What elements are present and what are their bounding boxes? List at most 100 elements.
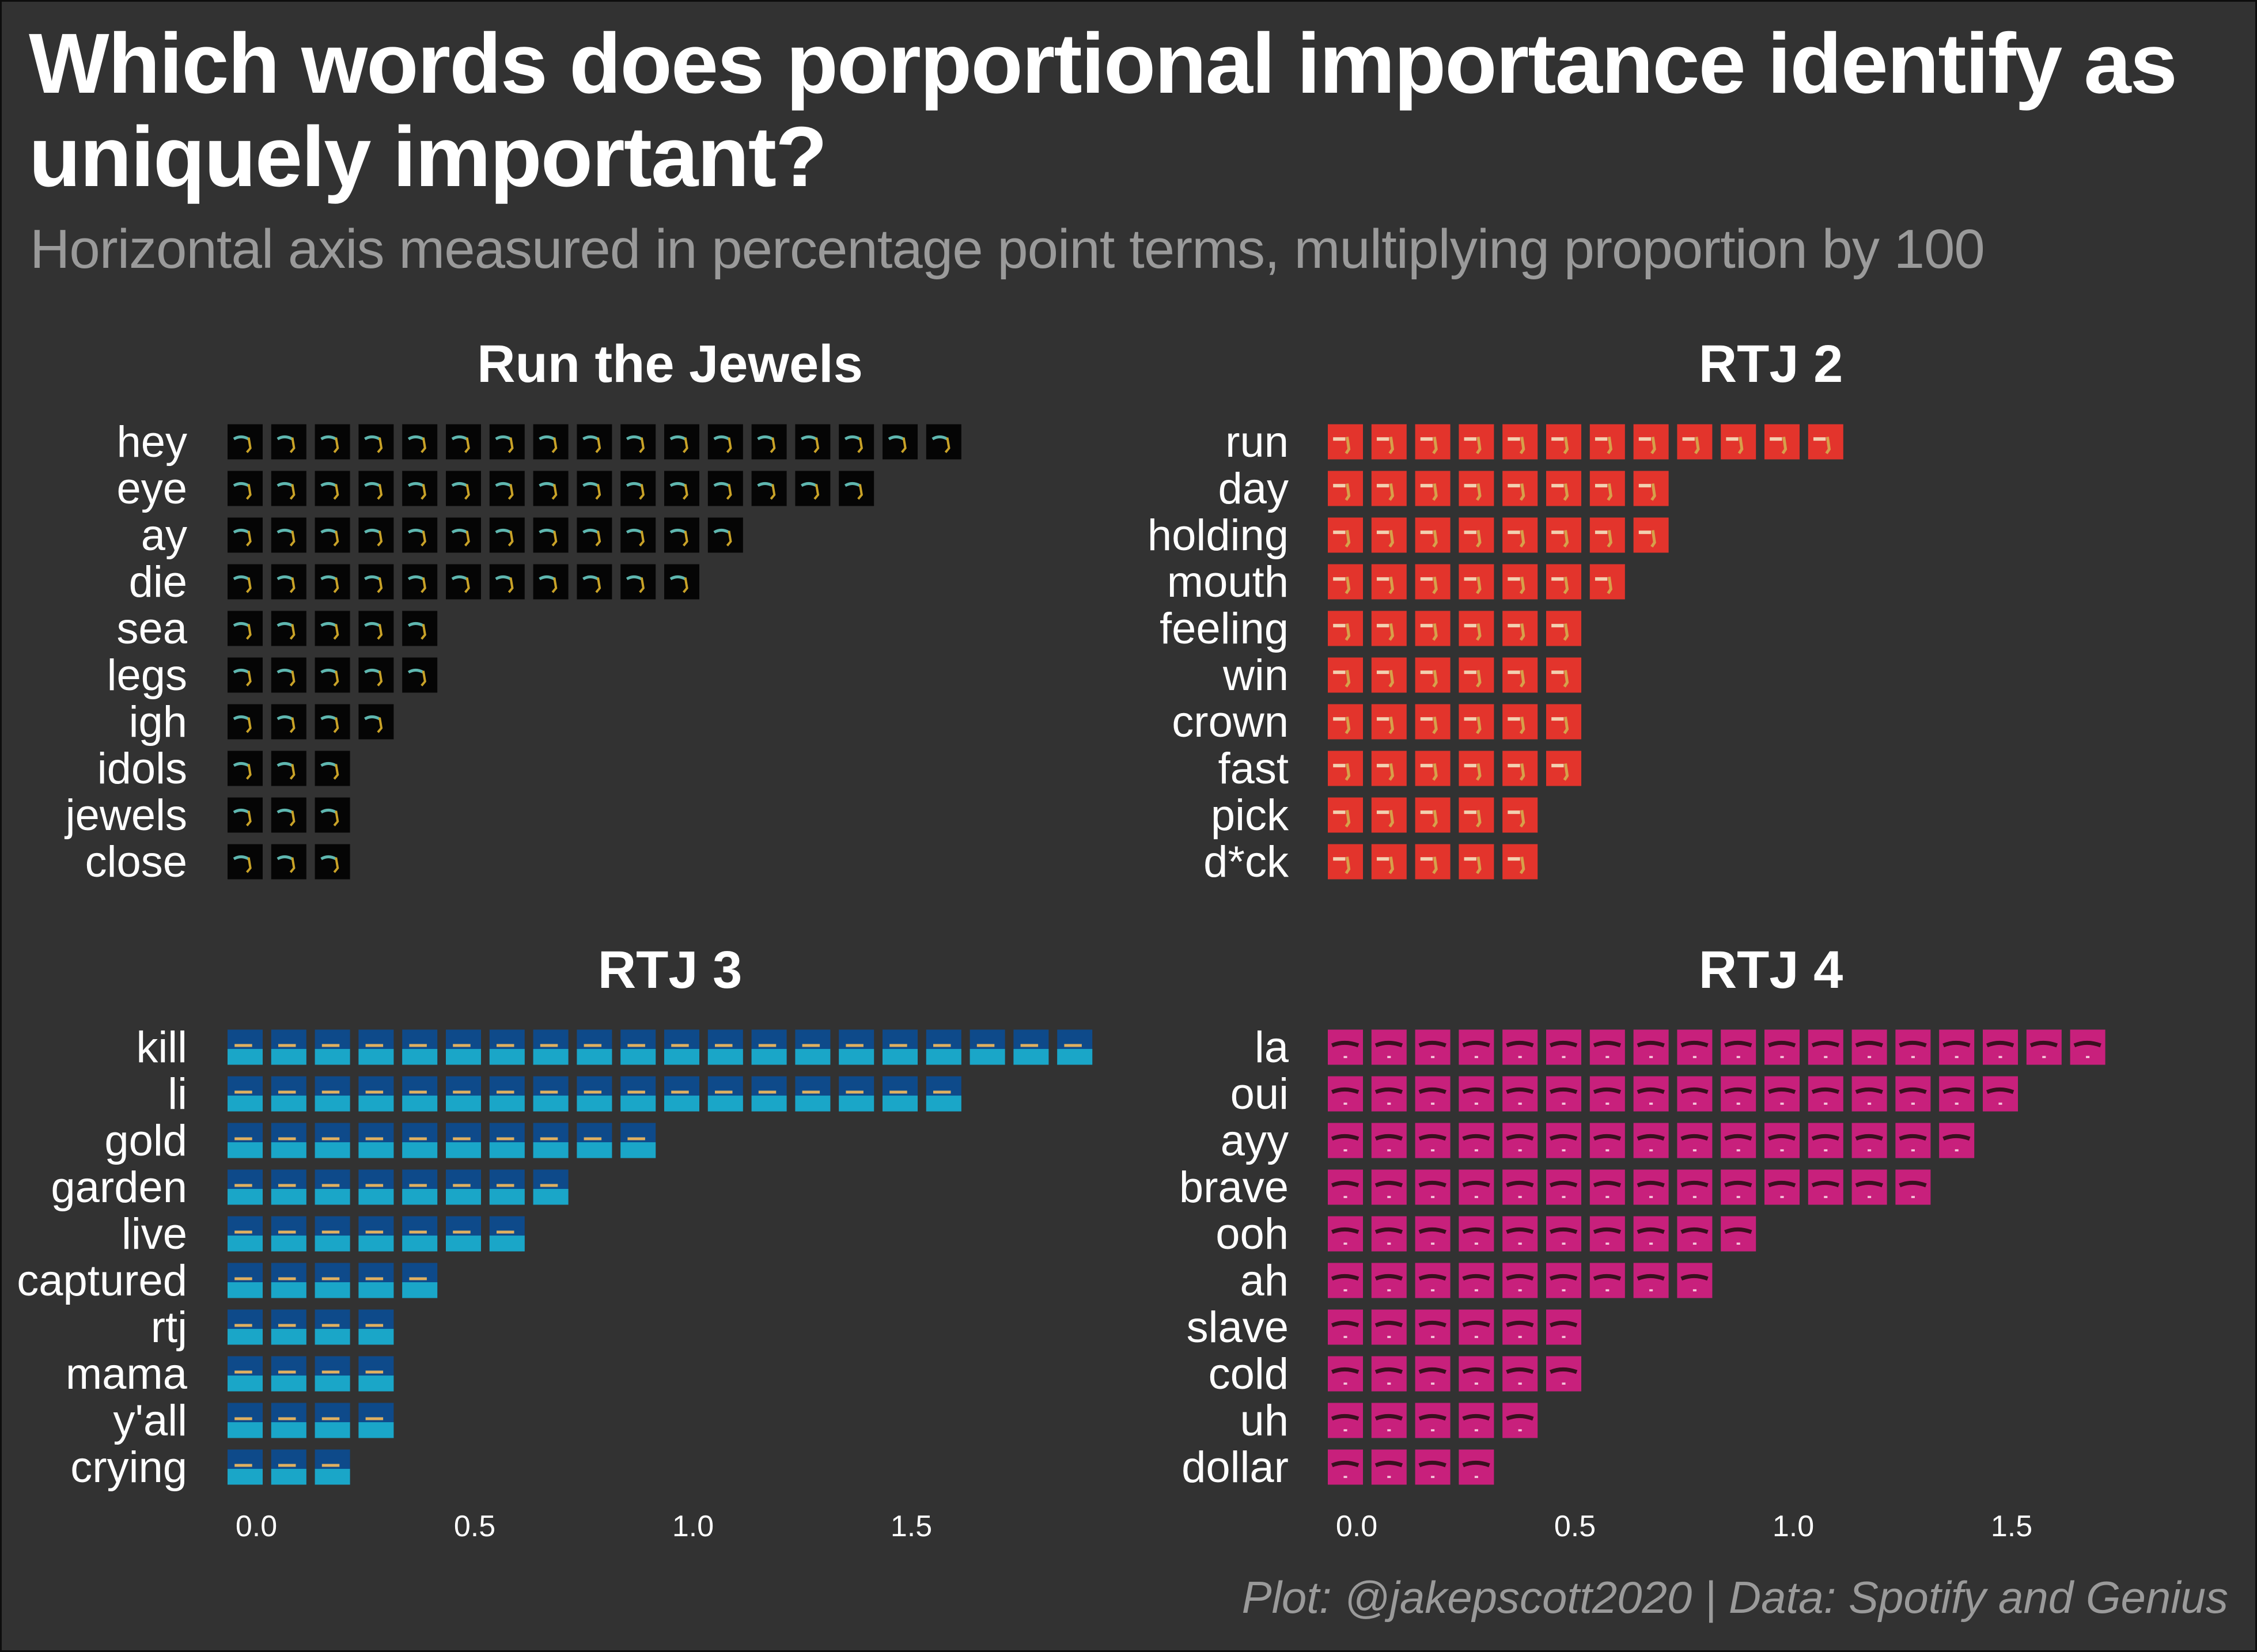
rtj4-album-cover-icon <box>1459 1263 1494 1298</box>
rtj3-album-cover-icon <box>271 1029 306 1065</box>
rtj3-album-cover-icon <box>315 1263 350 1298</box>
run-the-jewels-album-cover-icon <box>271 751 306 786</box>
run-the-jewels-album-cover-icon <box>577 471 612 506</box>
bar-row: hey <box>116 418 961 467</box>
rtj3-album-cover-icon <box>446 1029 481 1065</box>
rtj3-album-cover-icon <box>707 1076 743 1112</box>
rtj4-album-cover-icon <box>1983 1029 2018 1065</box>
rtj2-album-cover-icon <box>1808 424 1843 460</box>
rtj4-album-cover-icon <box>1895 1169 1931 1205</box>
rtj2-album-cover-icon <box>1328 611 1363 646</box>
run-the-jewels-album-cover-icon <box>620 471 656 506</box>
rtj2-album-cover-icon <box>1502 751 1538 786</box>
rtj2-album-cover-icon <box>1415 611 1451 646</box>
rtj2-album-cover-icon <box>1502 657 1538 693</box>
rtj2-album-cover-icon <box>1589 517 1625 553</box>
run-the-jewels-album-cover-icon <box>271 844 306 880</box>
rtj4-album-cover-icon <box>1328 1403 1363 1438</box>
rtj2-album-cover-icon <box>1328 844 1363 880</box>
rtj4-album-cover-icon <box>1851 1169 1887 1205</box>
run-the-jewels-album-cover-icon <box>533 564 569 600</box>
rtj4-album-cover-icon <box>1677 1169 1713 1205</box>
rtj3-album-cover-icon <box>358 1169 394 1205</box>
bar-mouth <box>1328 564 1625 600</box>
word-label: die <box>129 558 187 607</box>
rtj3-album-cover-icon <box>358 1263 394 1298</box>
rtj4-album-cover-icon <box>1546 1356 1581 1392</box>
bar-slave <box>1328 1309 1581 1345</box>
bar-crown <box>1328 704 1581 740</box>
bar-kill <box>228 1029 1093 1065</box>
bar-pick <box>1328 797 1538 833</box>
bar-uh <box>1328 1403 1538 1438</box>
bar-close <box>228 844 350 880</box>
bar-cold <box>1328 1356 1581 1392</box>
rtj3-album-cover-icon <box>228 1403 263 1438</box>
rtj2-album-cover-icon <box>1459 424 1494 460</box>
run-the-jewels-album-cover-icon <box>358 611 394 646</box>
run-the-jewels-album-cover-icon <box>228 657 263 693</box>
run-the-jewels-album-cover-icon <box>315 844 350 880</box>
rtj4-album-cover-icon <box>1328 1216 1363 1252</box>
word-label: fast <box>1218 744 1289 793</box>
rtj2-album-cover-icon <box>1371 751 1407 786</box>
rtj4-album-cover-icon <box>1939 1029 1975 1065</box>
rtj2-album-cover-icon <box>1415 751 1451 786</box>
run-the-jewels-album-cover-icon <box>795 424 831 460</box>
bar-row: gold <box>104 1116 656 1165</box>
rtj4-album-cover-icon <box>1459 1029 1494 1065</box>
rtj4-album-cover-icon <box>1502 1029 1538 1065</box>
rtj3-album-cover-icon <box>271 1309 306 1345</box>
rtj2-album-cover-icon <box>1415 517 1451 553</box>
bar-row: igh <box>129 698 394 747</box>
rtj2-album-cover-icon <box>1633 471 1669 506</box>
bar-ooh <box>1328 1216 1756 1252</box>
run-the-jewels-album-cover-icon <box>533 424 569 460</box>
rtj3-album-cover-icon <box>228 1216 263 1252</box>
rtj2-album-cover-icon <box>1502 424 1538 460</box>
word-label: ayy <box>1221 1116 1289 1165</box>
rtj3-album-cover-icon <box>315 1356 350 1392</box>
rtj2-album-cover-icon <box>1328 704 1363 740</box>
rtj2-album-cover-icon <box>1546 751 1581 786</box>
word-label: li <box>168 1070 187 1119</box>
rtj3-album-cover-icon <box>489 1169 525 1205</box>
run-the-jewels-album-cover-icon <box>795 471 831 506</box>
chart-caption: Plot: @jakepscott2020 | Data: Spotify an… <box>1241 1572 2228 1623</box>
rtj2-album-cover-icon <box>1502 517 1538 553</box>
bar-jewels <box>228 797 350 833</box>
bar-row: y'all <box>113 1396 394 1445</box>
bar-fast <box>1328 751 1581 786</box>
run-the-jewels-album-cover-icon <box>489 424 525 460</box>
bar-legs <box>228 657 438 693</box>
word-label: oui <box>1230 1070 1289 1119</box>
rtj4-album-cover-icon <box>1371 1123 1407 1158</box>
run-the-jewels-album-cover-icon <box>402 611 438 646</box>
rtj3-album-cover-icon <box>1013 1029 1049 1065</box>
rtj4-album-cover-icon <box>1415 1309 1451 1345</box>
rtj3-album-cover-icon <box>271 1356 306 1392</box>
run-the-jewels-album-cover-icon <box>358 517 394 553</box>
x-tick-label: 0.5 <box>1554 1510 1596 1543</box>
rtj4-album-cover-icon <box>1415 1076 1451 1112</box>
run-the-jewels-album-cover-icon <box>402 471 438 506</box>
rtj3-album-cover-icon <box>228 1123 263 1158</box>
bar-day <box>1328 471 1669 506</box>
rtj3-album-cover-icon <box>446 1076 481 1112</box>
rtj2-album-cover-icon <box>1589 424 1625 460</box>
run-the-jewels-album-cover-icon <box>315 564 350 600</box>
rtj4-album-cover-icon <box>1808 1029 1843 1065</box>
word-label: crown <box>1172 698 1289 747</box>
rtj2-album-cover-icon <box>1371 564 1407 600</box>
run-the-jewels-album-cover-icon <box>577 517 612 553</box>
rtj3-album-cover-icon <box>315 1029 350 1065</box>
rtj4-album-cover-icon <box>1677 1029 1713 1065</box>
rtj3-album-cover-icon <box>664 1029 699 1065</box>
rtj2-album-cover-icon <box>1589 564 1625 600</box>
word-label: uh <box>1240 1396 1289 1445</box>
rtj3-album-cover-icon <box>358 1309 394 1345</box>
rtj4-album-cover-icon <box>1633 1123 1669 1158</box>
rtj3-album-cover-icon <box>402 1216 438 1252</box>
rtj2-album-cover-icon <box>1502 704 1538 740</box>
